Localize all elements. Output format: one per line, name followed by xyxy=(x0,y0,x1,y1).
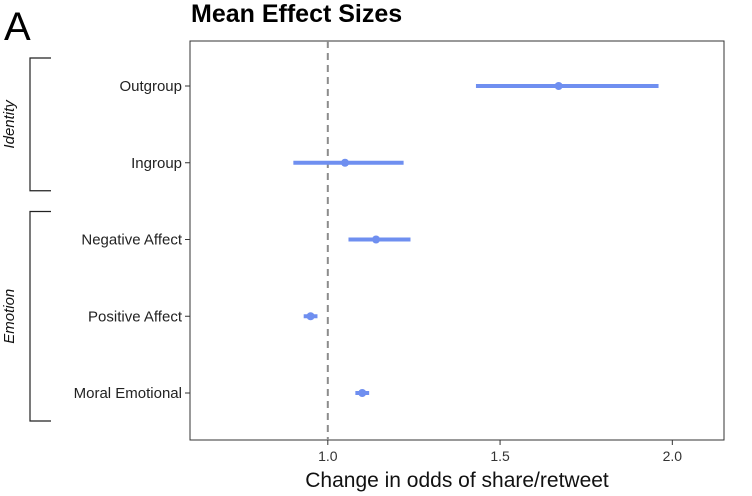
point-estimate xyxy=(372,235,381,244)
panel-letter: A xyxy=(4,5,31,49)
category-label: Negative Affect xyxy=(81,232,182,249)
x-tick-label: 1.5 xyxy=(490,448,510,464)
category-label: Outgroup xyxy=(119,78,182,95)
group-bracket xyxy=(29,57,51,192)
x-tick-label: 1.0 xyxy=(318,448,338,464)
x-tick-label: 2.0 xyxy=(663,448,683,464)
point-estimate xyxy=(341,158,350,167)
point-estimate xyxy=(358,389,367,397)
x-axis-title: Change in odds of share/retweet xyxy=(305,469,609,492)
category-label: Ingroup xyxy=(131,155,182,172)
category-label: Positive Affect xyxy=(88,308,183,325)
point-estimate xyxy=(306,312,315,321)
category-label: Moral Emotional xyxy=(74,385,182,402)
group-bracket xyxy=(29,210,51,422)
chart-title: Mean Effect Sizes xyxy=(191,0,402,28)
group-label: Identity xyxy=(1,99,18,149)
plot-panel xyxy=(189,40,725,441)
group-label: Emotion xyxy=(1,289,18,344)
point-estimate xyxy=(554,82,563,90)
